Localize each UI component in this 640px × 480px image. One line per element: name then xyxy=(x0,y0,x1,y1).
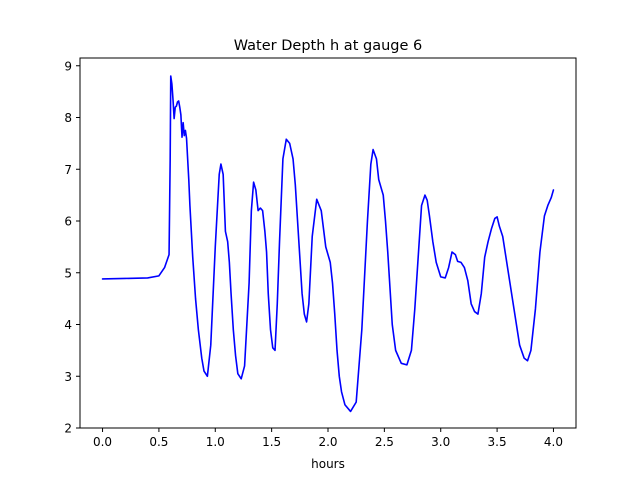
x-tick-label: 4.0 xyxy=(544,435,563,449)
y-tick-label: 5 xyxy=(64,266,72,280)
x-tick-label: 0.5 xyxy=(149,435,168,449)
y-tick-label: 4 xyxy=(64,318,72,332)
y-tick-label: 2 xyxy=(64,422,72,436)
y-tick-label: 7 xyxy=(64,163,72,177)
x-tick-label: 3.0 xyxy=(431,435,450,449)
x-tick-label: 1.0 xyxy=(206,435,225,449)
y-tick-label: 3 xyxy=(64,370,72,384)
x-tick-label: 3.5 xyxy=(488,435,507,449)
series-layer xyxy=(101,75,555,413)
series-line-0 xyxy=(101,75,555,413)
chart-title: Water Depth h at gauge 6 xyxy=(234,38,422,54)
x-tick-label: 2.5 xyxy=(375,435,394,449)
x-axis: 0.0 0.5 1.0 1.5 2.0 2.5 3.0 3.5 4.0 xyxy=(93,428,563,449)
y-tick-label: 6 xyxy=(64,215,72,229)
x-tick-label: 2.0 xyxy=(318,435,337,449)
y-axis: 2 3 4 5 6 7 8 9 xyxy=(64,59,80,436)
x-axis-label: hours xyxy=(311,457,345,471)
y-tick-label: 8 xyxy=(64,111,72,125)
y-tick-label: 9 xyxy=(64,59,72,73)
plot-area xyxy=(80,58,576,428)
x-tick-label: 1.5 xyxy=(262,435,281,449)
x-tick-label: 0.0 xyxy=(93,435,112,449)
